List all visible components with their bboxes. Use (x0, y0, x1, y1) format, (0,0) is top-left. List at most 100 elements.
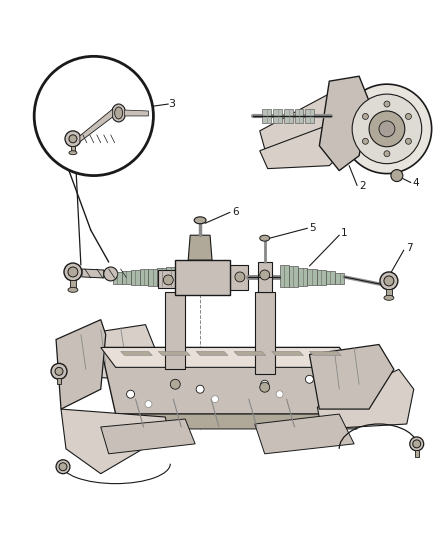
Polygon shape (196, 351, 228, 356)
Circle shape (260, 270, 270, 280)
Circle shape (212, 395, 219, 402)
Polygon shape (317, 270, 326, 285)
Polygon shape (70, 280, 76, 288)
Polygon shape (298, 268, 307, 286)
Circle shape (369, 111, 405, 147)
Polygon shape (101, 419, 195, 454)
Circle shape (384, 151, 390, 157)
Polygon shape (262, 109, 271, 123)
Polygon shape (279, 265, 289, 287)
Polygon shape (283, 109, 293, 123)
Ellipse shape (194, 217, 206, 224)
Polygon shape (57, 378, 61, 384)
Polygon shape (258, 262, 272, 292)
Polygon shape (255, 414, 354, 454)
Circle shape (104, 267, 118, 281)
Polygon shape (101, 348, 354, 367)
Polygon shape (335, 273, 344, 284)
Circle shape (55, 367, 63, 375)
Polygon shape (309, 344, 394, 409)
Circle shape (127, 390, 134, 398)
Polygon shape (122, 271, 131, 284)
Text: 6: 6 (232, 207, 239, 217)
Ellipse shape (115, 107, 123, 119)
Text: 5: 5 (309, 223, 316, 233)
Circle shape (406, 114, 411, 119)
Polygon shape (273, 109, 282, 123)
Polygon shape (294, 109, 304, 123)
Circle shape (65, 131, 81, 147)
Circle shape (196, 385, 204, 393)
Polygon shape (175, 260, 230, 295)
Text: 1: 1 (341, 228, 348, 238)
Polygon shape (101, 348, 354, 414)
Text: 2: 2 (359, 181, 366, 190)
Circle shape (56, 460, 70, 474)
Polygon shape (307, 269, 317, 286)
Circle shape (69, 135, 77, 143)
Polygon shape (234, 351, 266, 356)
Circle shape (235, 272, 245, 282)
Polygon shape (386, 289, 392, 296)
Polygon shape (309, 351, 341, 356)
Polygon shape (326, 271, 335, 284)
Polygon shape (289, 266, 298, 287)
Polygon shape (305, 109, 314, 123)
Circle shape (410, 437, 424, 451)
Circle shape (59, 463, 67, 471)
Circle shape (384, 276, 394, 286)
Polygon shape (188, 235, 212, 260)
Circle shape (362, 114, 368, 119)
Circle shape (145, 401, 152, 408)
Circle shape (51, 364, 67, 379)
Polygon shape (131, 270, 140, 285)
Ellipse shape (68, 287, 78, 292)
Text: 4: 4 (413, 177, 420, 188)
Polygon shape (165, 292, 185, 369)
Polygon shape (124, 110, 148, 116)
Polygon shape (255, 292, 275, 374)
Polygon shape (82, 269, 104, 278)
Ellipse shape (384, 295, 394, 300)
Circle shape (413, 440, 421, 448)
Circle shape (68, 267, 78, 277)
Circle shape (276, 391, 283, 398)
Polygon shape (61, 409, 168, 474)
Circle shape (391, 169, 403, 182)
Circle shape (260, 382, 270, 392)
Circle shape (380, 272, 398, 290)
Polygon shape (113, 272, 122, 284)
Ellipse shape (69, 151, 77, 155)
Polygon shape (71, 146, 75, 152)
Circle shape (163, 275, 173, 285)
Polygon shape (61, 325, 155, 379)
Ellipse shape (260, 235, 270, 241)
Circle shape (64, 263, 82, 281)
Polygon shape (148, 269, 157, 286)
Polygon shape (272, 351, 304, 356)
Polygon shape (319, 76, 369, 171)
Polygon shape (56, 320, 106, 409)
Polygon shape (120, 351, 152, 356)
Polygon shape (159, 351, 190, 356)
Circle shape (362, 139, 368, 144)
Circle shape (379, 121, 395, 137)
Polygon shape (157, 268, 166, 286)
Circle shape (384, 101, 390, 107)
Polygon shape (80, 109, 113, 142)
Circle shape (261, 380, 268, 388)
Polygon shape (111, 414, 357, 429)
Polygon shape (159, 270, 178, 288)
Text: 7: 7 (406, 243, 413, 253)
Circle shape (352, 94, 422, 164)
Ellipse shape (112, 104, 126, 122)
Text: 3: 3 (168, 99, 175, 109)
Polygon shape (260, 121, 354, 168)
Polygon shape (230, 265, 248, 290)
Polygon shape (318, 369, 414, 429)
Circle shape (305, 375, 314, 383)
Polygon shape (415, 450, 419, 457)
Circle shape (406, 139, 411, 144)
Circle shape (170, 379, 180, 389)
Polygon shape (140, 269, 148, 285)
